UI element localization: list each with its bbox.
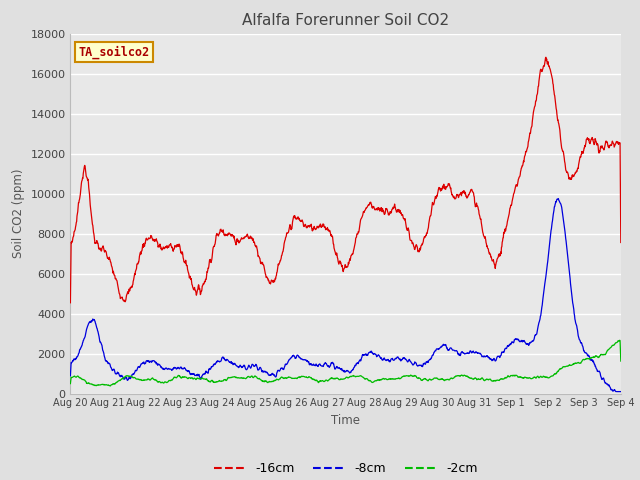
Legend: -16cm, -8cm, -2cm: -16cm, -8cm, -2cm	[209, 457, 483, 480]
Text: TA_soilco2: TA_soilco2	[79, 45, 150, 59]
X-axis label: Time: Time	[331, 414, 360, 427]
Y-axis label: Soil CO2 (ppm): Soil CO2 (ppm)	[12, 169, 25, 258]
Title: Alfalfa Forerunner Soil CO2: Alfalfa Forerunner Soil CO2	[242, 13, 449, 28]
